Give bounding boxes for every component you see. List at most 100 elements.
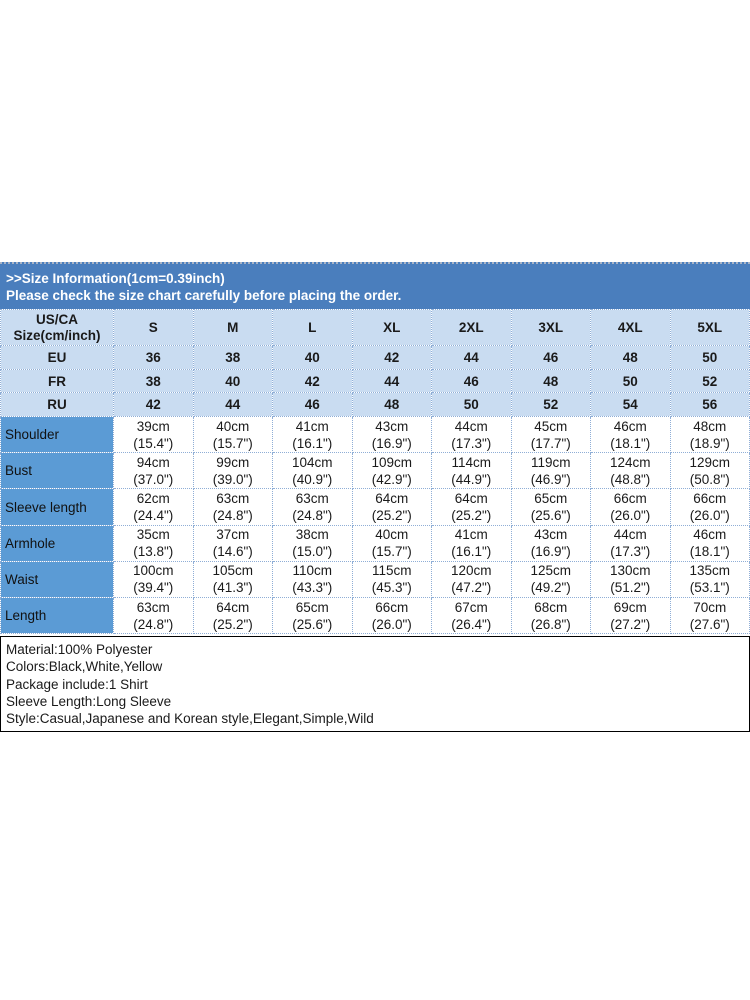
size-column-header: 2XL [431, 309, 512, 346]
measurement-inch-value: (26.8") [530, 616, 571, 632]
banner-title: >>Size Information(1cm=0.39inch) [6, 271, 225, 286]
measurement-value-cell: 66cm (26.0") [351, 596, 432, 635]
measurement-cm-value: 64cm [375, 491, 409, 507]
measurement-inch-value: (37.0") [133, 471, 174, 487]
measurement-value-cell: 110cm (43.3") [272, 560, 353, 599]
measurement-inch-value: (25.6") [530, 508, 571, 524]
measurement-value-cell: 68cm (26.8") [510, 596, 591, 635]
region-size-value: 44 [192, 392, 273, 418]
measurement-cm-value: 46cm [693, 527, 727, 543]
measurement-cm-value: 69cm [613, 599, 647, 615]
region-size-value: 50 [669, 345, 750, 370]
measurement-cm-value: 65cm [534, 491, 568, 507]
measurement-value-cell: 39cm (15.4") [113, 416, 194, 454]
measurement-value-cell: 105cm (41.3") [192, 560, 273, 599]
measurement-cm-value: 40cm [375, 527, 409, 543]
measurement-value-cell: 65cm (25.6") [272, 596, 353, 635]
measurement-cm-value: 62cm [136, 491, 170, 507]
measurement-cm-value: 110cm [292, 563, 333, 579]
measurement-cm-value: 119cm [530, 454, 571, 470]
measurement-cm-value: 63cm [295, 491, 329, 507]
region-size-value: 48 [510, 368, 591, 394]
measurement-inch-value: (18.9") [689, 435, 730, 451]
region-size-value: 48 [351, 392, 432, 418]
measurement-inch-value: (25.2") [371, 508, 412, 524]
measurement-inch-value: (27.6") [689, 616, 730, 632]
measurement-value-cell: 135cm (53.1") [669, 560, 750, 599]
region-size-value: 42 [351, 345, 432, 370]
measurement-value-cell: 100cm (39.4") [113, 560, 194, 599]
measurement-value-cell: 94cm (37.0") [113, 452, 194, 490]
measurement-inch-value: (16.9") [530, 544, 571, 560]
measurement-label-cell: Waist [0, 560, 114, 599]
measurement-inch-value: (15.7") [371, 544, 412, 560]
size-column-header: 3XL [510, 309, 591, 346]
details-line: Style:Casual,Japanese and Korean style,E… [6, 711, 374, 726]
banner-subtitle: Please check the size chart carefully be… [6, 288, 402, 303]
measurement-value-cell: 114cm (44.9") [431, 452, 512, 490]
measurement-cm-value: 41cm [295, 418, 329, 434]
size-header-row: US/CA Size(cm/inch) S M L XL 2XL 3XL 4XL 5XL [0, 309, 750, 346]
measurement-value-cell: 129cm (50.8") [669, 452, 750, 490]
measurement-inch-value: (15.7") [212, 435, 253, 451]
measurement-inch-value: (16.1") [292, 435, 333, 451]
measurement-cm-value: 39cm [136, 418, 170, 434]
measurement-cm-value: 65cm [295, 599, 329, 615]
size-column-header: 5XL [669, 309, 750, 346]
measurement-cm-value: 41cm [454, 527, 488, 543]
product-details-box: Material:100% Polyester Colors:Black,Whit… [0, 636, 750, 733]
measurement-cm-value: 94cm [136, 454, 170, 470]
measurement-inch-value: (17.3") [610, 544, 651, 560]
measurement-value-cell: 109cm (42.9") [351, 452, 432, 490]
measurement-inch-value: (47.2") [451, 580, 492, 596]
details-line: Package include:1 Shirt [6, 676, 148, 692]
measurement-inch-value: (24.8") [292, 508, 333, 524]
size-chart-table: US/CA Size(cm/inch) S M L XL 2XL 3XL 4XL 5XL EU 36 3… [0, 309, 750, 635]
measurement-cm-value: 37cm [216, 527, 250, 543]
measurement-value-cell: 70cm (27.6") [669, 596, 750, 635]
measurement-cm-value: 44cm [454, 418, 488, 434]
measurement-value-cell: 63cm (24.8") [272, 488, 353, 526]
measurement-inch-value: (24.4") [133, 508, 174, 524]
measurement-cm-value: 100cm [132, 563, 174, 579]
measurement-cm-value: 114cm [451, 454, 492, 470]
measurement-row-armhole: Armhole 35cm (13.8") 37cm (14.6") 38cm (15.0")… [0, 524, 750, 562]
measurement-inch-value: (42.9") [371, 471, 412, 487]
region-size-value: 48 [590, 345, 671, 370]
region-size-value: 46 [272, 392, 353, 418]
measurement-value-cell: 41cm (16.1") [431, 524, 512, 562]
measurement-cm-value: 109cm [371, 454, 413, 470]
measurement-cm-value: 35cm [136, 527, 170, 543]
measurement-cm-value: 45cm [534, 418, 568, 434]
details-line: Sleeve Length:Long Sleeve [6, 693, 172, 709]
region-row-ru: RU 42 44 46 48 50 52 54 56 [0, 392, 750, 418]
region-size-value: 50 [590, 368, 671, 394]
measurement-inch-value: (26.0") [610, 508, 651, 524]
measurement-inch-value: (24.8") [212, 508, 253, 524]
measurement-inch-value: (15.0") [292, 544, 333, 560]
measurement-cm-value: 64cm [216, 599, 250, 615]
measurement-value-cell: 119cm (46.9") [510, 452, 591, 490]
measurement-label-cell: Bust [0, 452, 114, 490]
region-size-value: 52 [510, 392, 591, 418]
size-column-header: 4XL [590, 309, 671, 346]
measurement-cm-value: 105cm [212, 563, 254, 579]
measurement-value-cell: 62cm (24.4") [113, 488, 194, 526]
measurement-cm-value: 125cm [530, 563, 572, 579]
measurement-value-cell: 41cm (16.1") [272, 416, 353, 454]
measurement-inch-value: (24.8") [133, 616, 174, 632]
measurement-row-waist: Waist 100cm (39.4") 105cm (41.3") 110cm (43.3"… [0, 560, 750, 599]
measurement-value-cell: 104cm (40.9") [272, 452, 353, 490]
measurement-inch-value: (39.0") [212, 471, 253, 487]
measurement-value-cell: 37cm (14.6") [192, 524, 273, 562]
region-size-value: 40 [272, 345, 353, 370]
region-label-cell: RU [0, 392, 114, 418]
region-size-value: 40 [192, 368, 273, 394]
measurement-inch-value: (41.3") [212, 580, 253, 596]
measurement-value-cell: 66cm (26.0") [590, 488, 671, 526]
measurement-inch-value: (49.2") [530, 580, 571, 596]
region-size-value: 44 [431, 345, 512, 370]
size-column-header: M [192, 309, 273, 346]
measurement-inch-value: (26.4") [451, 616, 492, 632]
measurement-value-cell: 65cm (25.6") [510, 488, 591, 526]
